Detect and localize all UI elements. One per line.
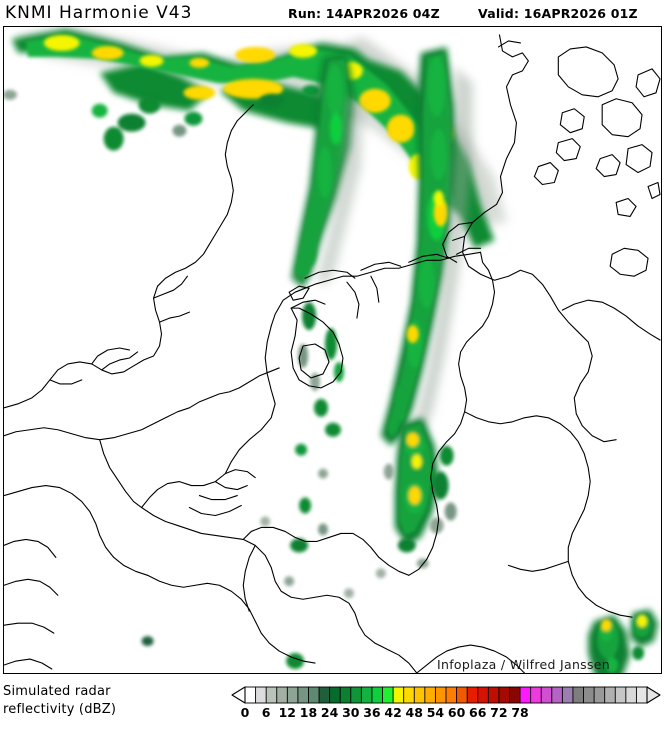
precipitation-layer: [4, 27, 659, 673]
colorbar-tick-label: 78: [511, 705, 528, 720]
colorbar-swatch: [244, 686, 257, 704]
colorbar-tick-label: 30: [342, 705, 360, 720]
colorbar-tick-label: 66: [469, 705, 487, 720]
colorbar-tick-label: 60: [448, 705, 466, 720]
colorbar-swatch: [413, 686, 426, 704]
colorbar-swatch: [424, 686, 437, 704]
colorbar-swatch: [434, 686, 447, 704]
colorbar-tick-label: 48: [406, 705, 423, 720]
colorbar-swatch: [286, 686, 299, 704]
colorbar-swatch: [625, 686, 638, 704]
radar-map-panel[interactable]: [3, 26, 662, 674]
colorbar-swatch: [530, 686, 543, 704]
colorbar-tick-label: 18: [300, 705, 317, 720]
colorbar-swatch: [329, 686, 342, 704]
colorbar-swatch: [551, 686, 564, 704]
colorbar-tick-label: 24: [321, 705, 339, 720]
colorbar-swatch: [593, 686, 606, 704]
colorbar-swatch: [477, 686, 490, 704]
legend-caption-line1: Simulated radar: [3, 684, 111, 699]
colorbar-swatch: [371, 686, 384, 704]
colorbar-swatch: [519, 686, 532, 704]
colorbar-swatch: [466, 686, 479, 704]
colorbar-swatch: [297, 686, 310, 704]
colorbar-swatch: [255, 686, 267, 704]
colorbar-swatch: [583, 686, 595, 704]
colorbar-tick-label: 36: [363, 705, 381, 720]
colorbar-arrow-high: [646, 686, 661, 704]
colorbar-tick-label: 6: [262, 705, 271, 720]
colorbar-swatch: [604, 686, 617, 704]
colorbar-swatch: [392, 686, 405, 704]
colorbar-swatch: [276, 686, 289, 704]
colorbar-swatch: [635, 686, 648, 704]
run-timestamp: Run: 14APR2026 04Z: [288, 6, 440, 21]
radar-map: [4, 27, 661, 673]
colorbar-swatch: [318, 686, 331, 704]
colorbar-swatch: [308, 686, 320, 704]
colorbar-swatch: [350, 686, 363, 704]
colorbar-tick-labels: 0 6 12 18 24 30 36 42 48 54 60 66 72 78: [241, 705, 529, 720]
valid-timestamp: Valid: 16APR2026 01Z: [478, 6, 638, 21]
colorbar-swatch: [360, 686, 373, 704]
colorbar-swatch: [456, 686, 468, 704]
colorbar-tick-label: 54: [427, 705, 445, 720]
colorbar-swatch: [498, 686, 511, 704]
colorbar-extend-arrows: [231, 686, 661, 704]
colorbar-swatch: [540, 686, 553, 704]
colorbar-swatch: [614, 686, 627, 704]
colorbar-swatch: [339, 686, 352, 704]
attribution-watermark: Infoplaza / Wilfred Janssen: [437, 657, 611, 672]
colorbar-tick-label: 12: [279, 705, 296, 720]
colorbar-swatch: [382, 686, 394, 704]
colorbar-svg: 0 6 12 18 24 30 36 42 48 54 60 66 72 78: [231, 686, 661, 720]
colorbar[interactable]: 0 6 12 18 24 30 36 42 48 54 60 66 72 78: [231, 685, 661, 731]
legend-caption: Simulated radar reflectivity (dBZ): [3, 683, 208, 719]
coastline-layer: [4, 34, 661, 673]
colorbar-tick-label: 72: [490, 705, 507, 720]
header-bar: KNMI Harmonie V43 Run: 14APR2026 04Z Val…: [0, 0, 665, 26]
model-title: KNMI Harmonie V43: [5, 3, 193, 23]
colorbar-swatch: [561, 686, 574, 704]
legend: Simulated radar reflectivity (dBZ) 0 6 12 1…: [0, 681, 665, 735]
colorbar-swatch: [265, 686, 278, 704]
colorbar-arrow-low: [231, 686, 246, 704]
colorbar-swatch: [403, 686, 416, 704]
colorbar-swatch: [572, 686, 585, 704]
colorbar-tick-label: 42: [384, 705, 401, 720]
colorbar-tick-label: 0: [241, 705, 250, 720]
legend-caption-line2: reflectivity (dBZ): [3, 702, 117, 717]
colorbar-swatch: [509, 686, 521, 704]
colorbar-swatches: [244, 686, 648, 704]
colorbar-swatch: [445, 686, 458, 704]
colorbar-swatch: [487, 686, 500, 704]
